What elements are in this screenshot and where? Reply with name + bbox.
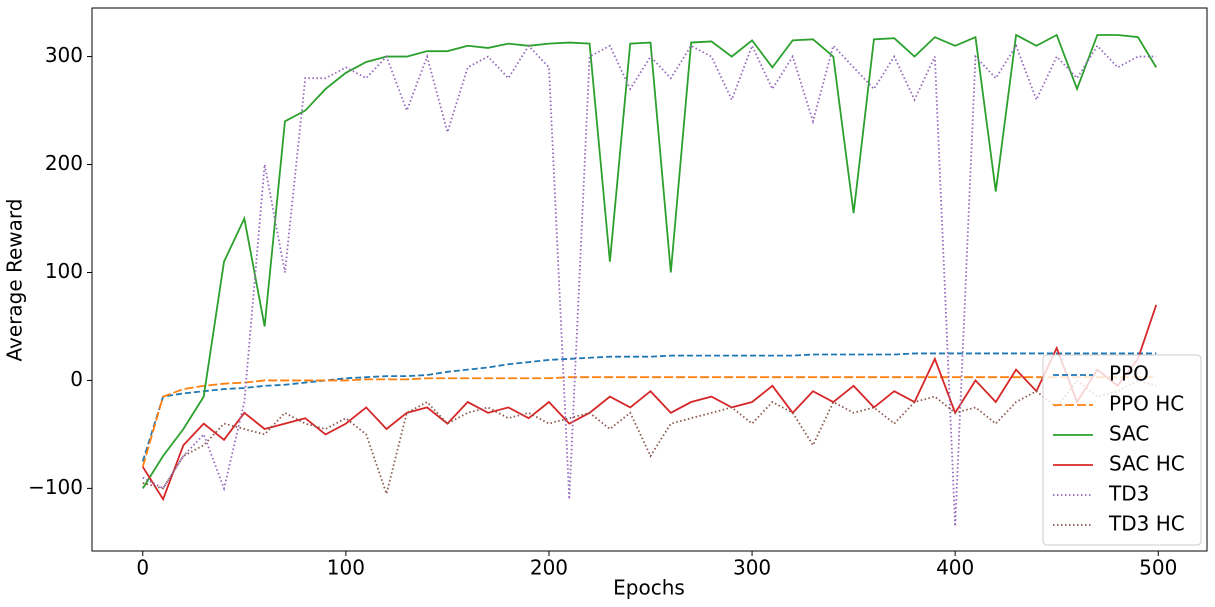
legend-label: PPO	[1109, 362, 1149, 386]
y-tick-label: 200	[45, 151, 83, 175]
y-tick-label: 300	[45, 43, 83, 67]
x-tick-label: 400	[936, 556, 974, 580]
series-line	[142, 33, 1158, 489]
legend-label: TD3 HC	[1108, 512, 1185, 536]
x-tick-label: 100	[327, 556, 365, 580]
x-tick-label: 200	[530, 556, 568, 580]
y-axis-label: Average Reward	[3, 199, 27, 362]
legend-label: TD3	[1108, 482, 1149, 506]
y-tick-label: 100	[45, 259, 83, 283]
legend-label: SAC	[1109, 422, 1149, 446]
series-line	[142, 43, 1157, 527]
series-line	[141, 352, 1157, 462]
series-line	[142, 379, 1157, 497]
plot-frame	[91, 7, 1208, 552]
series-line	[142, 304, 1158, 502]
legend-box	[1042, 354, 1202, 546]
series-line	[141, 376, 1157, 468]
y-tick-label: −100	[28, 475, 83, 499]
legend-label: PPO HC	[1109, 392, 1184, 416]
legend-label: SAC HC	[1109, 452, 1185, 476]
x-tick-label: 300	[733, 556, 771, 580]
x-tick-label: 500	[1139, 556, 1177, 580]
x-axis-label: Epochs	[613, 576, 685, 600]
x-tick-label: 0	[136, 556, 149, 580]
y-tick-label: 0	[70, 367, 83, 391]
